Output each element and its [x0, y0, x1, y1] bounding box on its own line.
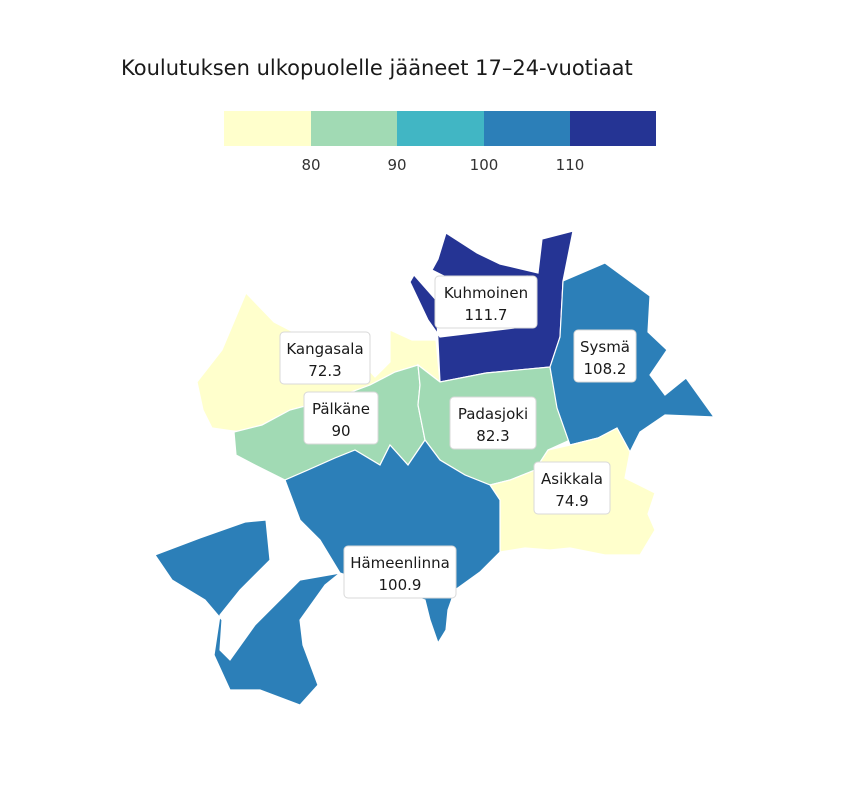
label-kangasala-name: Kangasala — [286, 340, 363, 358]
label-palkane: Pälkäne 90 — [303, 391, 379, 445]
legend-swatch-1 — [311, 111, 397, 146]
label-asikkala-value: 74.9 — [555, 492, 588, 510]
label-sysma-name: Sysmä — [580, 338, 630, 356]
label-padasjoki-name: Padasjoki — [458, 405, 528, 423]
label-palkane-value: 90 — [331, 422, 350, 440]
legend-swatch-3 — [484, 111, 570, 146]
label-hameenlinna-value: 100.9 — [379, 576, 422, 594]
label-kuhmoinen-value: 111.7 — [465, 306, 508, 324]
legend-swatch-4 — [570, 111, 656, 146]
label-sysma: Sysmä 108.2 — [573, 329, 637, 383]
label-kuhmoinen-name: Kuhmoinen — [444, 284, 528, 302]
label-kuhmoinen: Kuhmoinen 111.7 — [434, 275, 538, 329]
region-hameenlinna[interactable] — [154, 438, 501, 706]
label-palkane-name: Pälkäne — [312, 400, 370, 418]
label-sysma-value: 108.2 — [584, 360, 627, 378]
legend-tick-80: 80 — [301, 156, 320, 174]
legend: 80 90 100 110 — [224, 111, 656, 174]
region-labels: Kuhmoinen 111.7 Sysmä 108.2 Kangasala 72… — [279, 275, 637, 599]
label-asikkala: Asikkala 74.9 — [533, 461, 611, 515]
legend-swatch-2 — [397, 111, 484, 146]
label-padasjoki: Padasjoki 82.3 — [449, 396, 537, 450]
label-kangasala-value: 72.3 — [308, 362, 341, 380]
label-padasjoki-value: 82.3 — [476, 427, 509, 445]
label-hameenlinna-name: Hämeenlinna — [350, 554, 450, 572]
label-kangasala: Kangasala 72.3 — [279, 331, 371, 385]
map-title: Koulutuksen ulkopuolelle jääneet 17–24-v… — [121, 56, 633, 80]
label-hameenlinna: Hämeenlinna 100.9 — [343, 545, 457, 599]
legend-swatch-0 — [224, 111, 311, 146]
label-asikkala-name: Asikkala — [541, 470, 603, 488]
legend-tick-100: 100 — [470, 156, 499, 174]
legend-tick-90: 90 — [387, 156, 406, 174]
legend-tick-110: 110 — [556, 156, 585, 174]
